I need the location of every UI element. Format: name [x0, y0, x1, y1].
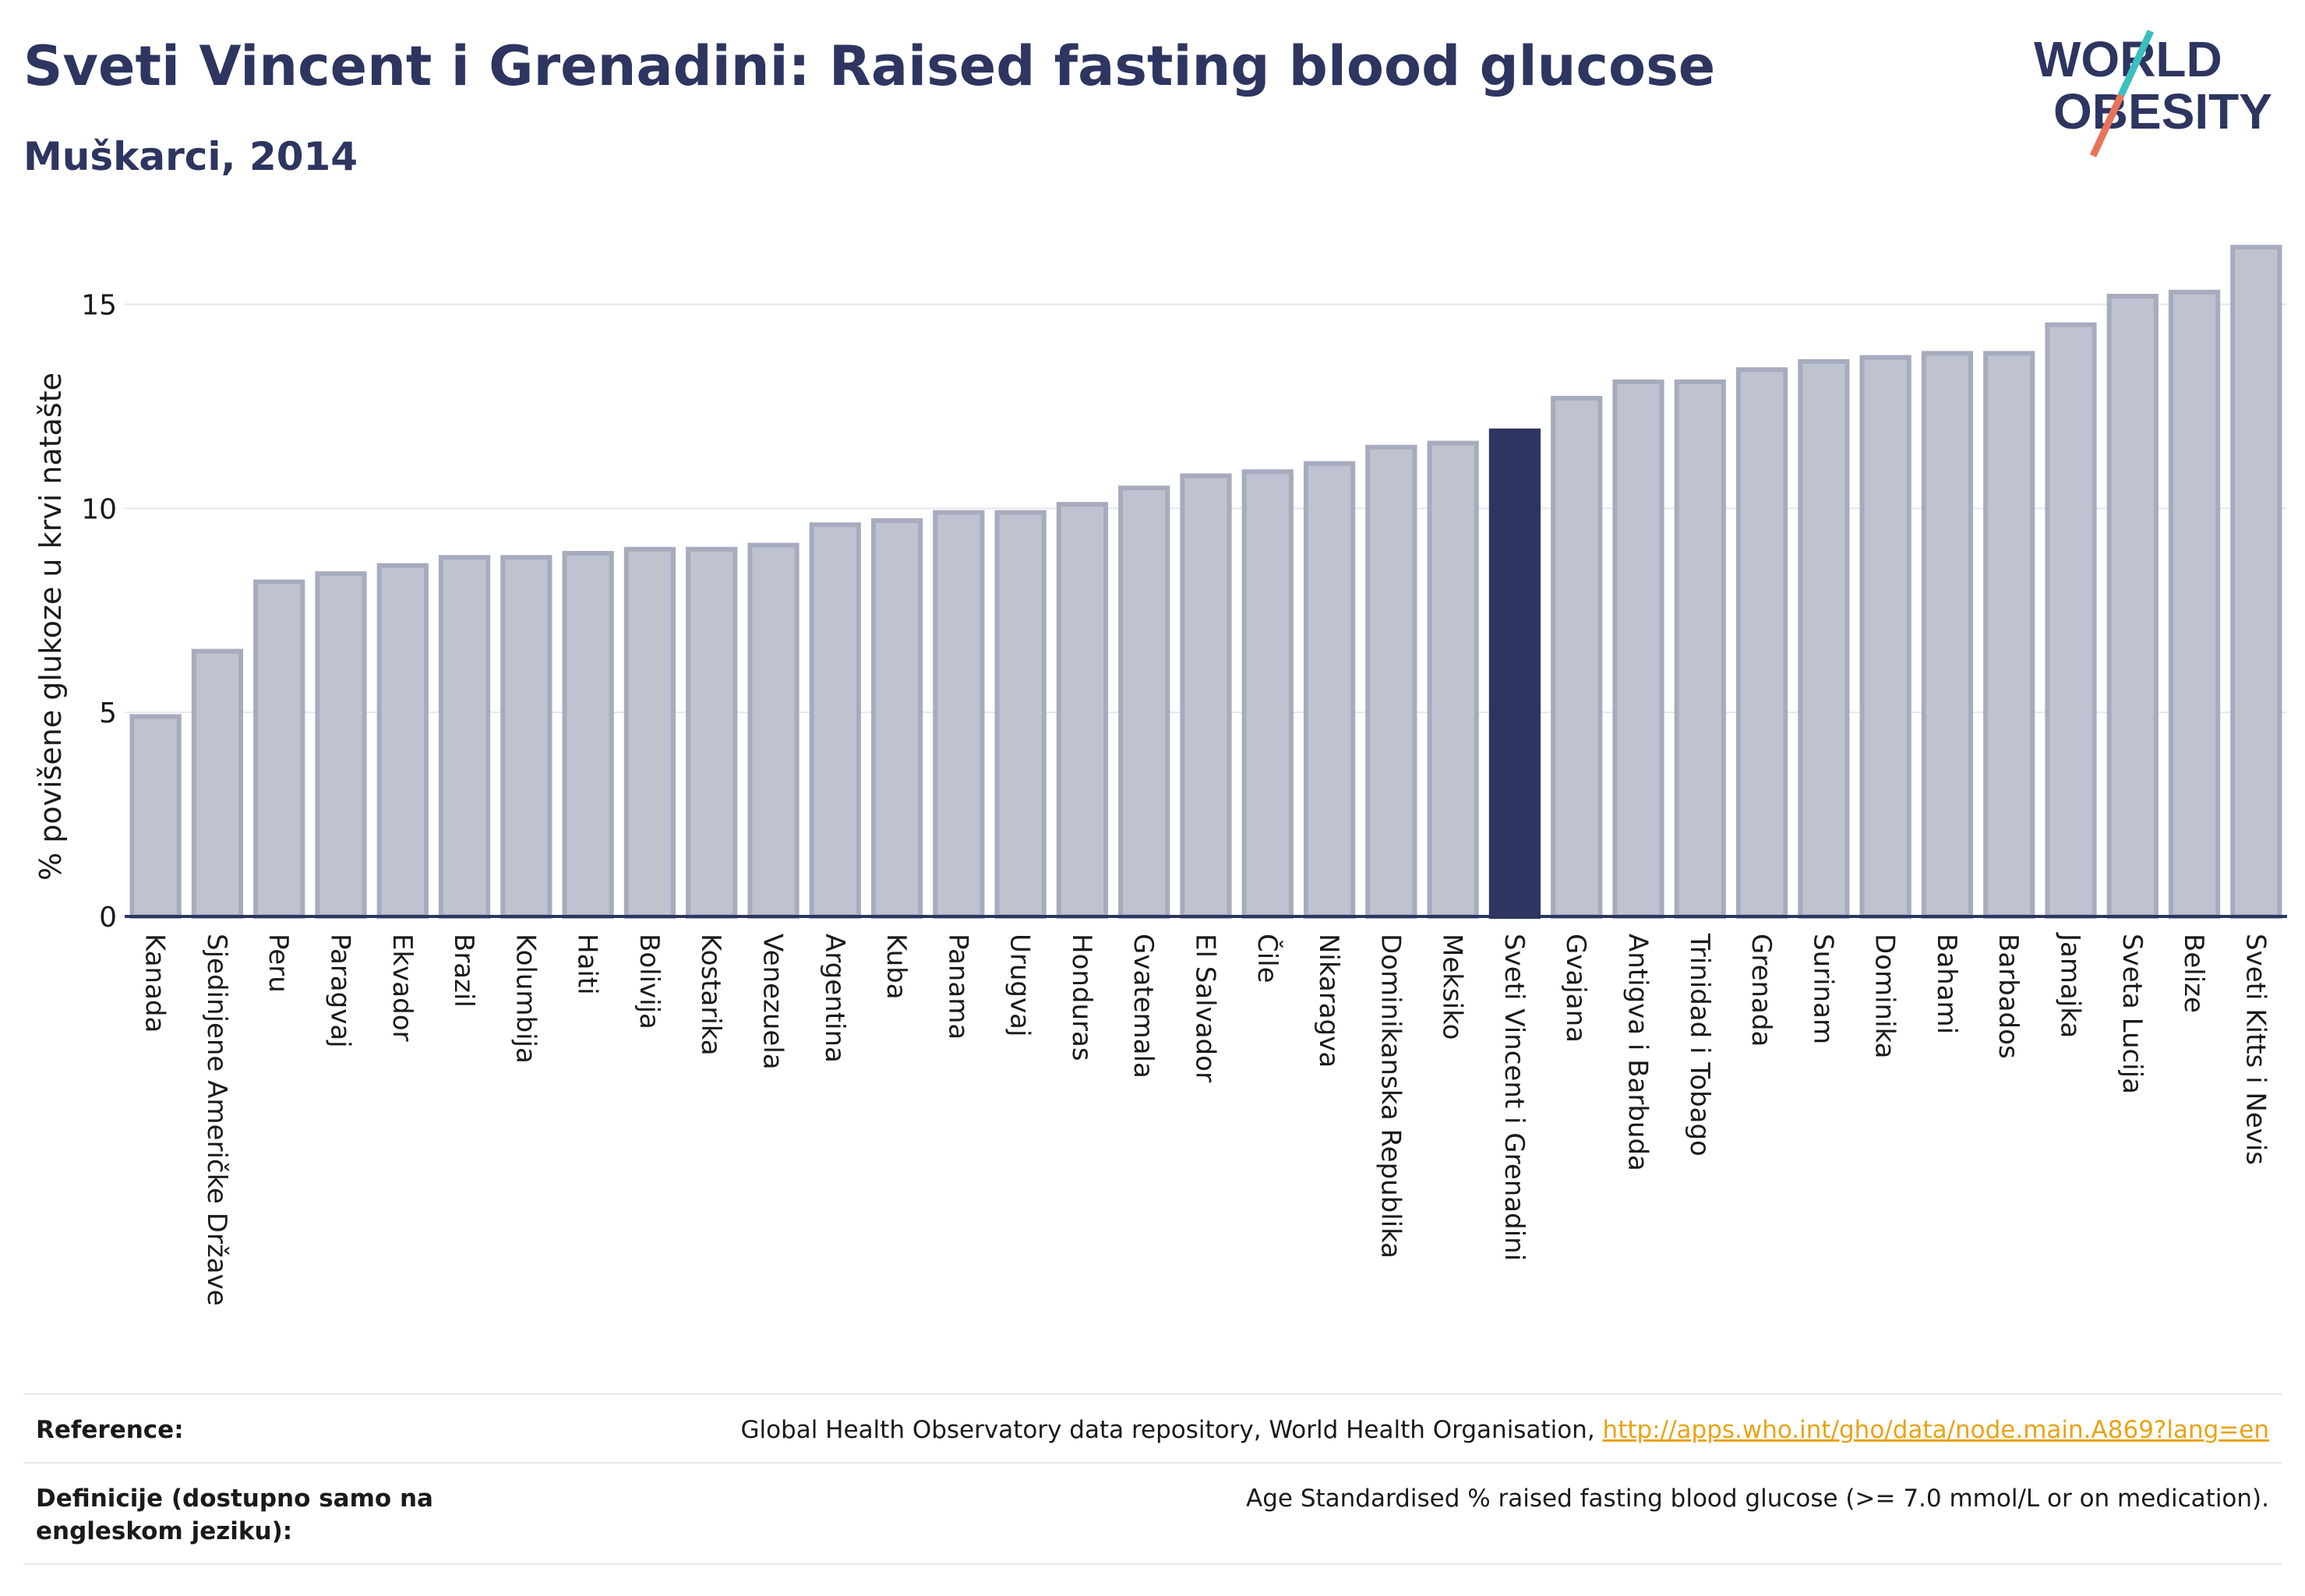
x-tick-label: Gvajana [1560, 934, 1591, 1043]
bar [623, 546, 676, 920]
y-tick-labels: 0 5 10 15 [81, 290, 117, 934]
x-tick-label: Dominika [1869, 934, 1901, 1058]
bar [315, 571, 367, 919]
bar [1735, 367, 1788, 919]
bar [253, 579, 305, 919]
x-tick-label: Meksiko [1437, 934, 1468, 1040]
bar [2168, 289, 2221, 919]
y-tick-label: 15 [81, 290, 117, 322]
bar [870, 518, 923, 920]
x-tick-label: Kostarika [695, 934, 726, 1056]
bar [438, 555, 491, 919]
bar [994, 510, 1047, 919]
x-tick-label: El Salvador [1190, 934, 1221, 1082]
bar [1118, 486, 1170, 919]
bar [1303, 461, 1356, 919]
y-axis-label: % povišene glukoze u krvi natašte [34, 373, 68, 881]
bars-layer [125, 245, 2287, 920]
chart-title: Sveti Vincent i Grenadini: Raised fastin… [23, 34, 1716, 98]
bar [1365, 444, 1417, 919]
world-obesity-logo: WORLD OBESITY [2034, 30, 2272, 157]
bar [1612, 380, 1664, 919]
bar [1983, 351, 2035, 919]
x-tick-labels: Kanada Sjedinjene Američke Države Peru Para… [139, 932, 2271, 1306]
x-tick-label: Peru [263, 934, 294, 993]
x-tick-label: Kanada [139, 934, 171, 1033]
x-tick-label: Argentina [819, 934, 850, 1063]
x-tick-label: Sjedinjene Američke Države [201, 934, 232, 1306]
bar [500, 555, 552, 919]
y-tick-label: 10 [81, 493, 117, 525]
bar [1551, 395, 1603, 919]
bar-highlighted [1488, 428, 1541, 919]
bar-chart: 0 5 10 15 Kanada Sjedinjene Američke Države P… [34, 245, 2287, 1306]
reference-label: Reference: [36, 1416, 184, 1444]
x-tick-label: Kolumbija [510, 934, 541, 1064]
bar [1056, 502, 1109, 919]
x-tick-label: Bahami [1931, 934, 1962, 1034]
definition-value: Age Standardised % raised fasting blood … [1246, 1485, 2269, 1513]
bar [562, 550, 614, 919]
x-tick-label: Gvatemala [1128, 934, 1159, 1079]
bar [809, 522, 861, 919]
x-tick-label: Venezuela [757, 934, 789, 1070]
bar [1180, 473, 1232, 919]
x-tick-label: Sveta Lucija [2116, 934, 2148, 1094]
x-tick-label: Paragvaj [325, 934, 356, 1048]
reference-value: Global Health Observatory data repositor… [740, 1414, 2269, 1446]
bar [1427, 440, 1479, 919]
x-tick-label: Sveti Kitts i Nevis [2240, 934, 2271, 1165]
bar [376, 563, 429, 919]
definition-label: Definicije (dostupno samo na engleskom j… [36, 1485, 433, 1545]
x-tick-label: Surinam [1807, 934, 1838, 1044]
definition-row: Definicije (dostupno samo na engleskom j… [23, 1462, 2282, 1565]
reference-row: Reference: Global Health Observatory dat… [23, 1393, 2282, 1462]
chart-subtitle: Muškarci, 2014 [23, 134, 358, 179]
bar [1674, 380, 1726, 919]
x-tick-label: Nikaragva [1313, 934, 1344, 1068]
x-tick-label: Brazil [448, 934, 479, 1008]
bar [2230, 245, 2282, 919]
logo-slash-teal [2117, 30, 2155, 97]
x-tick-label: Sveti Vincent i Grenadini [1498, 934, 1530, 1261]
bar [2106, 294, 2159, 919]
x-tick-label: Haiti [572, 934, 603, 995]
y-tick-label: 5 [99, 697, 117, 729]
x-tick-label: Dominikanska Republika [1375, 934, 1406, 1259]
bar [1859, 355, 1911, 920]
x-tick-label: Barbados [1993, 934, 2024, 1059]
x-tick-label: Panama [942, 934, 973, 1040]
x-tick-label: Antigva i Barbuda [1622, 934, 1654, 1171]
x-tick-label: Grenada [1746, 934, 1777, 1047]
x-tick-label: Čile [1251, 934, 1283, 983]
x-tick-label: Trinidad i Tobago [1684, 933, 1715, 1156]
logo-text-obesity: OBESITY [2053, 83, 2272, 139]
x-tick-label: Honduras [1066, 934, 1097, 1061]
x-tick-label: Kuba [881, 934, 912, 1000]
x-tick-label: Jamajka [2055, 932, 2086, 1038]
bar [686, 546, 738, 920]
footer-table: Reference: Global Health Observatory dat… [23, 1393, 2282, 1565]
x-tick-label: Ekvador [387, 934, 418, 1042]
bar [747, 542, 800, 919]
x-tick-label: Bolivija [634, 934, 665, 1029]
bar [1798, 358, 1850, 919]
x-tick-label: Belize [2178, 934, 2209, 1013]
logo-slash-coral [2089, 94, 2125, 157]
bar [129, 714, 182, 919]
bar [1921, 351, 1974, 919]
reference-text: Global Health Observatory data repositor… [740, 1416, 1603, 1444]
y-tick-label: 0 [99, 902, 117, 934]
x-tick-label: Urugvaj [1004, 934, 1036, 1036]
bar [933, 510, 985, 919]
bar [2045, 322, 2097, 919]
bar [1241, 469, 1294, 919]
reference-link[interactable]: http://apps.who.int/gho/data/node.main.A… [1602, 1416, 2269, 1444]
bar [191, 648, 244, 919]
